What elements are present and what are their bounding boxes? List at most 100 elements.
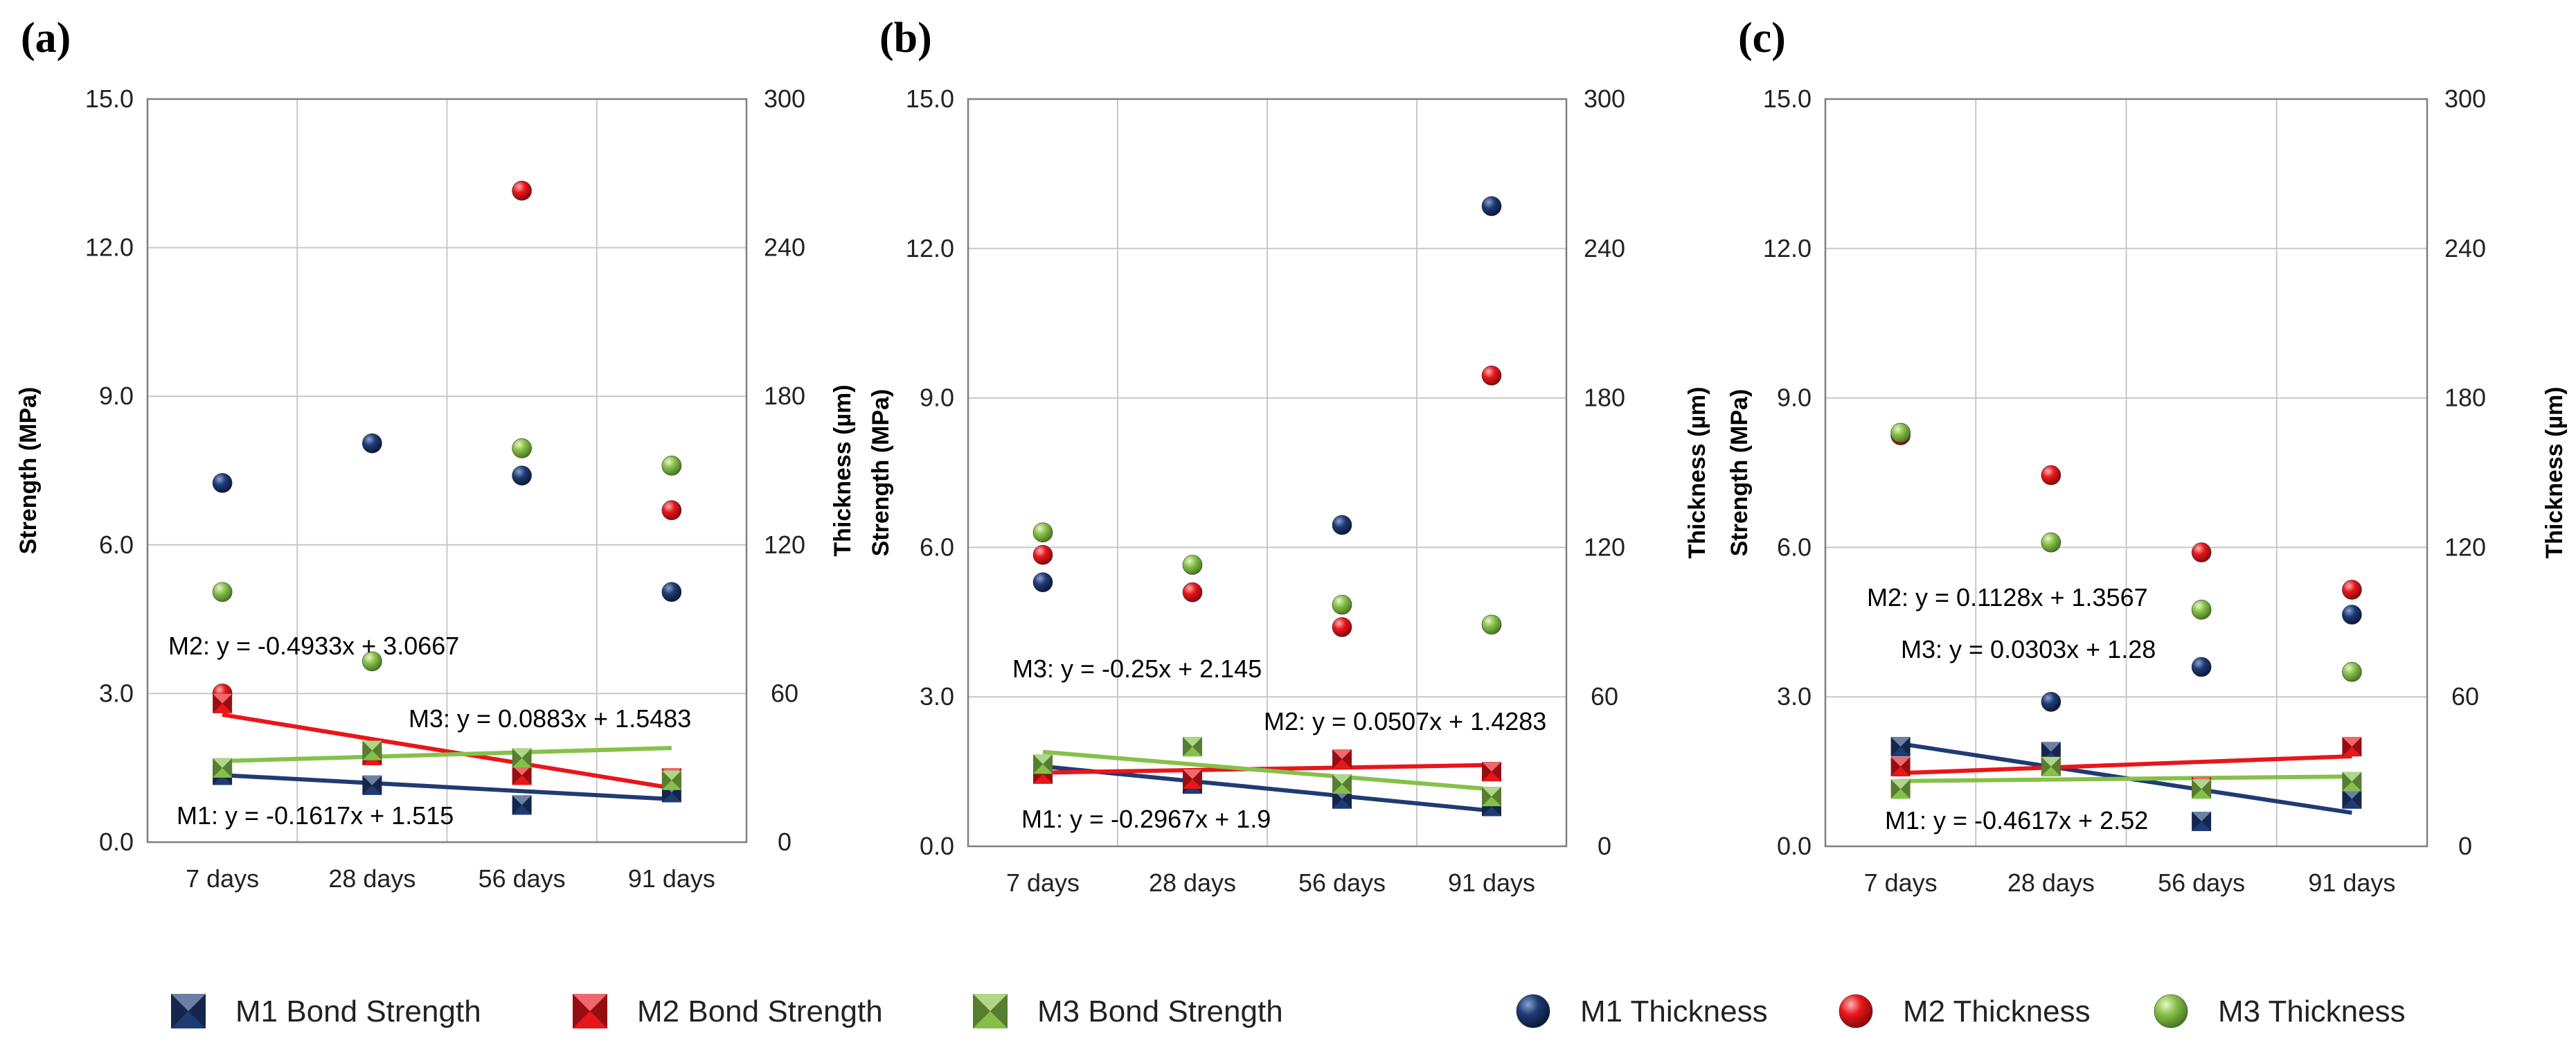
thickness-point-m2 xyxy=(1032,544,1053,565)
y2-tick-label: 0 xyxy=(778,828,791,856)
y-axis-title: Strength (MPa) xyxy=(868,389,894,557)
x-tick-label: 91 days xyxy=(628,864,715,893)
thickness-point-m2 xyxy=(1182,582,1203,603)
y2-tick-label: 300 xyxy=(764,84,805,113)
plot-area-frame xyxy=(146,98,748,844)
y-tick-label: 0.0 xyxy=(920,832,954,860)
legend-label: M1 Thickness xyxy=(1580,995,1768,1028)
bond-strength-point-m2 xyxy=(1183,769,1202,789)
legend-item: M1 Thickness xyxy=(1516,994,1768,1028)
plot-area-frame xyxy=(967,98,1568,848)
trendlines xyxy=(222,712,672,801)
legend-label: M3 Thickness xyxy=(2218,995,2406,1028)
thickness-point-m2 xyxy=(661,500,682,521)
thickness-point-m1 xyxy=(661,582,682,603)
y2-tick-label: 240 xyxy=(764,233,805,262)
y-tick-label: 3.0 xyxy=(1777,682,1812,711)
bond-strength-point-m3 xyxy=(1183,737,1202,757)
bond-strength-point-m1 xyxy=(512,795,532,815)
legend-label: M2 Bond Strength xyxy=(637,995,883,1028)
trendline-equation-m1: M1: y = -0.1617x + 1.515 xyxy=(177,801,454,830)
bond-strength-point-m2 xyxy=(2342,737,2362,757)
thickness-point-m1 xyxy=(1481,196,1502,216)
plot-area-frame xyxy=(1824,98,2429,848)
trendline-equation-m1: M1: y = -0.2967x + 1.9 xyxy=(1021,805,1271,833)
y-tick-label: 0.0 xyxy=(1777,832,1812,860)
trendline-m2 xyxy=(1900,754,2352,776)
y2-tick-label: 120 xyxy=(764,531,805,559)
y-tick-label: 9.0 xyxy=(99,382,134,410)
bond-strength-points xyxy=(1890,737,2362,832)
thickness-points xyxy=(212,181,682,704)
bond-strength-point-m1 xyxy=(2192,812,2212,832)
y-tick-label: 6.0 xyxy=(99,531,134,559)
thickness-point-m3 xyxy=(2191,600,2212,620)
y2-tick-label: 60 xyxy=(2451,682,2479,711)
trendline-equation-m3: M3: y = 0.0883x + 1.5483 xyxy=(409,704,691,733)
bond-strength-point-m3 xyxy=(1482,787,1501,807)
legend-swatch-square xyxy=(973,994,1008,1028)
y2-tick-label: 180 xyxy=(2444,384,2486,412)
thickness-point-m1 xyxy=(212,473,233,493)
y2-tick-label: 300 xyxy=(1584,84,1625,113)
x-tick-label: 91 days xyxy=(2308,868,2395,897)
y-tick-label: 3.0 xyxy=(920,682,954,711)
thickness-point-m3 xyxy=(1890,422,1911,443)
thickness-point-m3 xyxy=(1481,614,1502,635)
thickness-point-m2 xyxy=(2041,465,2061,485)
trendline-m3 xyxy=(1042,749,1492,792)
trendline-equation-m3: M3: y = -0.25x + 2.145 xyxy=(1012,654,1262,683)
y2-tick-label: 240 xyxy=(1584,234,1625,262)
thickness-point-m3 xyxy=(1332,594,1352,615)
x-tick-label: 28 days xyxy=(1149,868,1236,897)
thickness-point-m1 xyxy=(512,465,532,485)
y2-tick-label: 60 xyxy=(771,679,798,707)
bond-strength-points xyxy=(213,693,681,815)
legend-item: M2 Bond Strength xyxy=(573,994,883,1028)
chart-panel-3: (c) 0.0 3.0 6.0 9.0 12.0 15.0 0 60 120 180 240 300 7 … xyxy=(1726,15,2568,897)
y-tick-label: 6.0 xyxy=(1777,533,1812,561)
bond-strength-point-m1 xyxy=(362,775,382,795)
legend-item: M3 Thickness xyxy=(2154,994,2406,1028)
thickness-point-m3 xyxy=(512,438,532,458)
x-tick-label: 7 days xyxy=(1864,868,1938,897)
trendline-m1 xyxy=(222,773,672,801)
bond-strength-point-m3 xyxy=(2192,779,2212,799)
bond-strength-points xyxy=(1033,737,1501,817)
thickness-point-m2 xyxy=(512,181,532,201)
y-tick-label: 6.0 xyxy=(920,533,954,561)
y-tick-label: 12.0 xyxy=(85,233,134,262)
x-tick-label: 56 days xyxy=(478,864,566,893)
panel-label: (b) xyxy=(879,15,932,62)
y2-axis-title: Thickness (µm) xyxy=(830,384,856,556)
thickness-point-m2 xyxy=(1332,617,1352,637)
trendline-m3 xyxy=(222,745,672,763)
bond-strength-point-m3 xyxy=(2342,772,2362,792)
bond-strength-point-m3 xyxy=(362,740,382,760)
y-tick-label: 15.0 xyxy=(906,84,954,113)
legend: M1 Bond Strength M2 Bond Strength M3 Bond … xyxy=(171,994,2406,1028)
bond-strength-point-m1 xyxy=(2342,789,2362,809)
y-axis-title: Strength (MPa) xyxy=(1726,389,1753,557)
x-tick-label: 91 days xyxy=(1448,868,1535,897)
bond-strength-point-m2 xyxy=(1482,762,1501,782)
x-tick-label: 56 days xyxy=(2158,868,2245,897)
thickness-point-m3 xyxy=(1032,522,1053,543)
y-tick-label: 15.0 xyxy=(85,84,134,113)
x-tick-label: 28 days xyxy=(2007,868,2095,897)
y-tick-label: 0.0 xyxy=(99,828,134,856)
charts-layer: (a) 0.0 3.0 6.0 9.0 12.0 15.0 0 60 120 180 240 300 7 … xyxy=(15,15,2568,897)
bond-strength-point-m3 xyxy=(1332,774,1352,794)
y2-tick-label: 120 xyxy=(1584,533,1625,561)
x-tick-label: 7 days xyxy=(1006,868,1080,897)
bond-strength-point-m2 xyxy=(213,693,233,713)
trendline-equation-m1: M1: y = -0.4617x + 2.52 xyxy=(1885,806,2148,835)
panel-label: (c) xyxy=(1738,15,1786,62)
thickness-point-m2 xyxy=(1481,365,1502,386)
y-axis-title: Strength (MPa) xyxy=(15,387,42,555)
legend-swatch-circle xyxy=(1839,994,1873,1028)
y-tick-label: 12.0 xyxy=(1763,234,1812,262)
thickness-point-m3 xyxy=(212,582,233,603)
y-tick-label: 12.0 xyxy=(906,234,954,262)
